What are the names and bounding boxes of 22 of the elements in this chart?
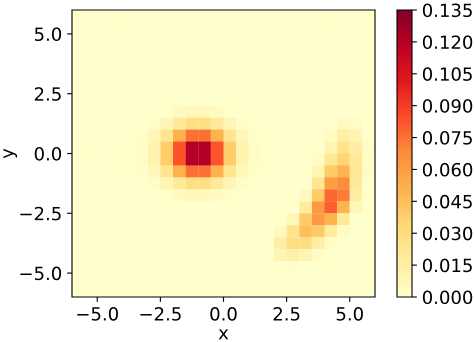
color-bar-label: 0.045 — [422, 194, 472, 208]
x-tick-label: 2.5 — [274, 307, 300, 321]
x-tick-label: −2.5 — [140, 307, 181, 321]
color-bar-label: 0.090 — [422, 99, 472, 113]
y-axis-title: y — [3, 148, 18, 158]
y-tick-label: −5.0 — [20, 266, 62, 280]
color-bar-label: 0.030 — [422, 226, 472, 240]
color-bar-label: 0.105 — [422, 67, 472, 81]
x-tick-label: 5.0 — [336, 307, 363, 321]
x-axis-title: x — [218, 329, 228, 340]
color-bar-label: 0.060 — [422, 162, 472, 177]
y-tick-label: 5.0 — [34, 27, 62, 42]
y-tick-label: −2.5 — [20, 206, 61, 220]
x-tick-label: 0.0 — [210, 307, 237, 321]
x-tick-label: −5.0 — [77, 307, 118, 321]
y-tick-label: 0.0 — [34, 146, 62, 161]
color-bar-label: 0.015 — [422, 258, 472, 272]
y-tick-label: 2.5 — [34, 87, 61, 101]
color-bar-label: 0.000 — [422, 290, 472, 304]
color-bar-label: 0.120 — [422, 35, 472, 50]
color-bar-label: 0.075 — [422, 131, 472, 145]
color-bar-label: 0.135 — [422, 3, 472, 18]
